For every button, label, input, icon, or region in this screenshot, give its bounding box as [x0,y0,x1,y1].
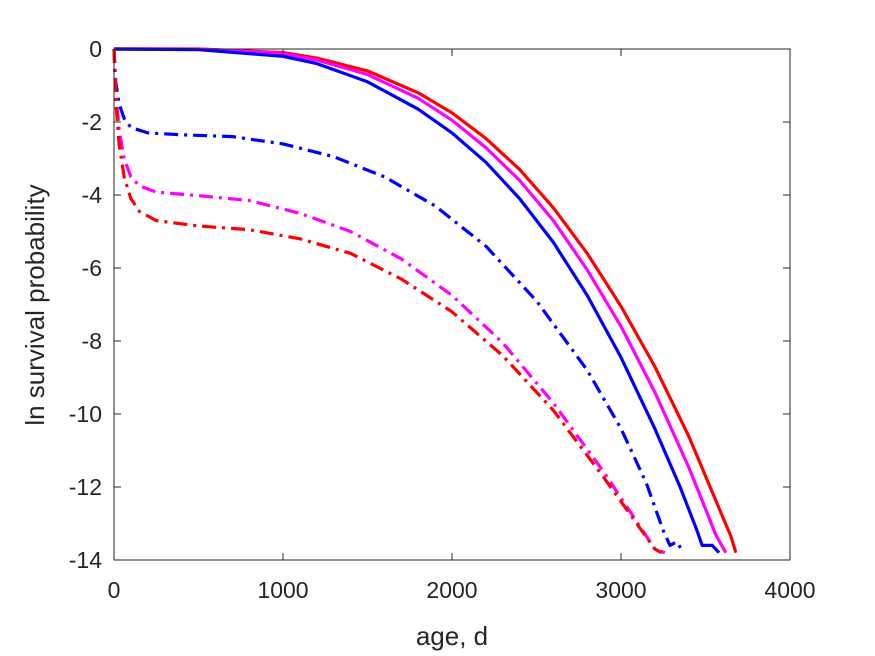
x-tick-label: 1000 [257,577,308,603]
x-tick-label: 0 [108,577,121,603]
series-line-2-solid [114,47,728,554]
tick-label-layer: 0 1000 2000 3000 4000 0 -2 -4 -6 -8 -10 -12 -14 [69,36,816,603]
x-axis-title: age, d [416,621,488,651]
x-tick-label: 4000 [764,577,815,603]
y-tick-label: -10 [69,401,102,427]
y-tick-label: -12 [69,474,102,500]
series-line-3-solid [113,47,721,554]
y-tick-label: -6 [82,255,102,281]
series-layer [112,47,738,555]
x-tick-label: 2000 [426,577,477,603]
series-line-4-dashdot [112,48,685,554]
y-tick-label: -14 [69,547,102,573]
y-tick-label: -8 [82,328,102,354]
y-tick-label: -4 [82,182,103,208]
series-line-6-dashdot [112,48,663,555]
y-tick-label: -2 [82,109,102,135]
tick-layer [113,48,791,561]
y-axis-title: ln survival probability [20,184,50,425]
plot-area [114,49,790,560]
x-tick-label: 3000 [595,577,646,603]
y-tick-label: 0 [89,36,102,62]
